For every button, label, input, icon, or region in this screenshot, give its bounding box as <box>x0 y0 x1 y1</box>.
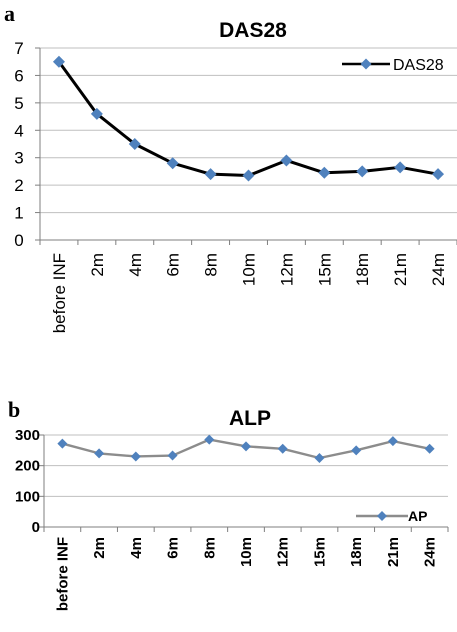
panel-b-x-tick-label: 12m <box>275 537 292 567</box>
panel-b-data-point <box>277 443 288 454</box>
panel-b-data-point <box>204 434 215 445</box>
panel-b-title: ALP <box>229 407 271 430</box>
panel-a-data-point <box>318 166 331 179</box>
panel-a-gridlines <box>40 47 457 214</box>
panel-a-x-tick-label: 6m <box>164 253 183 277</box>
panel-b-x-tick-label: 21m <box>385 537 402 567</box>
panel-b-x-tick-label: 4m <box>128 537 145 559</box>
panel-b-x-tick-labels: before INF 2m 4m 6m 8m 10m 12m 15m 18m 21m 24m <box>54 537 438 611</box>
panel-a-data-point <box>394 161 407 174</box>
panel-b-y-tick-label: 300 <box>15 427 40 444</box>
panel-a: a DAS28 0 1 2 3 4 5 6 7 before INF 2m 4m 6m 8m 10m 12… <box>4 1 457 333</box>
panel-b-y-tick-label: 0 <box>32 519 40 536</box>
panel-a-data-point <box>204 168 217 181</box>
panel-a-y-tick-label: 6 <box>14 66 23 85</box>
panel-b-x-tick-label: 8m <box>201 537 218 559</box>
panel-b-gridlines <box>44 434 448 497</box>
panel-b-data-point <box>130 451 141 462</box>
panel-b-data-point <box>387 436 398 447</box>
panel-a-axes <box>35 47 457 245</box>
panel-a-x-tick-label: 8m <box>202 253 221 277</box>
panel-b-x-tick-label: 10m <box>238 537 255 567</box>
panel-a-x-tick-label: before INF <box>50 253 69 333</box>
panel-b-legend-marker <box>377 511 387 521</box>
panel-a-y-tick-label: 7 <box>14 39 23 58</box>
panel-a-y-tick-labels: 0 1 2 3 4 5 6 7 <box>14 39 23 250</box>
panel-a-x-tick-label: 2m <box>88 253 107 277</box>
panel-b-axes <box>39 434 449 532</box>
panel-a-data-point <box>52 55 65 68</box>
panel-a-legend-label: DAS28 <box>393 57 444 74</box>
panel-b-data-point <box>424 443 435 454</box>
panel-b-x-tick-label: before INF <box>54 537 71 611</box>
panel-b-data-point <box>314 453 325 463</box>
panel-a-series-line <box>57 60 439 178</box>
panel-a-y-tick-label: 4 <box>14 121 23 140</box>
panel-b-series <box>57 434 435 463</box>
panel-a-x-tick-label: 18m <box>353 253 372 286</box>
panel-b-data-point <box>351 445 362 456</box>
panel-b-x-tick-label: 2m <box>91 537 108 559</box>
panel-a-y-tick-label: 3 <box>14 149 23 168</box>
panel-a-letter: a <box>4 1 15 26</box>
panel-b-y-tick-label: 200 <box>15 458 40 475</box>
panel-a-data-point <box>166 157 179 170</box>
panel-b-legend: AP <box>356 508 427 524</box>
panel-b-legend-label: AP <box>408 508 427 524</box>
panel-b-data-point <box>167 450 178 461</box>
panel-b-y-tick-label: 100 <box>15 488 40 505</box>
panel-b-data-point <box>57 438 68 449</box>
panel-a-series <box>52 55 445 182</box>
panel-a-legend-marker <box>360 58 372 70</box>
panel-a-x-tick-label: 21m <box>391 253 410 286</box>
panel-b: b ALP 0 100 200 300 before INF 2m 4m 6m 8m 10m 12… <box>8 397 449 611</box>
panel-a-data-point <box>432 168 445 181</box>
panel-b-data-point <box>241 441 251 452</box>
panel-b-data-point <box>94 448 105 459</box>
panel-a-x-tick-label: 4m <box>126 253 145 277</box>
panel-a-data-point <box>128 138 141 150</box>
panel-a-y-tick-label: 5 <box>14 94 23 113</box>
panel-a-x-tick-label: 15m <box>315 253 334 286</box>
panel-a-data-point <box>356 165 369 178</box>
panel-a-x-tick-labels: before INF 2m 4m 6m 8m 10m 12m 15m 18m 21m 24m <box>50 253 448 333</box>
panel-a-data-point <box>90 107 103 120</box>
panel-a-legend: DAS28 <box>342 57 444 74</box>
panel-b-x-tick-label: 18m <box>348 537 365 567</box>
panel-b-x-tick-label: 15m <box>311 537 328 567</box>
panel-a-x-tick-label: 10m <box>240 253 259 286</box>
panel-b-x-tick-label: 6m <box>165 537 182 559</box>
panel-a-title: DAS28 <box>219 19 287 42</box>
panel-a-y-tick-label: 1 <box>14 204 23 223</box>
panel-a-x-tick-label: 24m <box>429 253 448 286</box>
panel-b-letter: b <box>8 397 20 422</box>
panel-b-y-tick-labels: 0 100 200 300 <box>15 427 40 536</box>
panel-a-y-tick-label: 2 <box>14 176 23 195</box>
panel-b-x-tick-label: 24m <box>422 537 439 567</box>
panel-a-y-tick-label: 0 <box>14 231 23 250</box>
panel-a-data-point <box>242 169 255 182</box>
panel-a-x-tick-label: 12m <box>277 253 296 286</box>
panel-a-data-point <box>280 154 293 167</box>
